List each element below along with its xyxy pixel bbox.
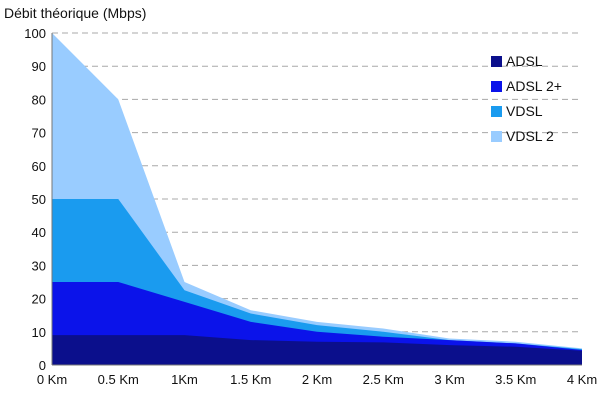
y-tick-label: 90 bbox=[32, 59, 46, 74]
x-tick-label: 3.5 Km bbox=[495, 372, 536, 387]
y-tick-label: 70 bbox=[32, 126, 46, 141]
legend-label-adsl-2: ADSL 2+ bbox=[506, 78, 562, 94]
area-adsl bbox=[52, 335, 582, 365]
legend: ADSL ADSL 2+ VDSL VDSL 2 bbox=[491, 53, 562, 144]
y-tick-label: 40 bbox=[32, 225, 46, 240]
y-axis-title: Débit théorique (Mbps) bbox=[4, 5, 146, 21]
legend-swatch-vdsl-2 bbox=[491, 131, 502, 142]
y-tick-label: 50 bbox=[32, 192, 46, 207]
y-tick-label: 60 bbox=[32, 159, 46, 174]
y-tick-label: 30 bbox=[32, 258, 46, 273]
area-vdsl-2 bbox=[52, 33, 582, 365]
x-tick-label: 2 Km bbox=[302, 372, 332, 387]
legend-swatch-vdsl bbox=[491, 106, 502, 117]
x-tick-label: 1Km bbox=[171, 372, 198, 387]
x-tick-label: 1.5 Km bbox=[230, 372, 271, 387]
y-tick-label: 10 bbox=[32, 325, 46, 340]
legend-swatch-adsl-2 bbox=[491, 81, 502, 92]
legend-label-vdsl-2: VDSL 2 bbox=[506, 128, 554, 144]
y-tick-label: 0 bbox=[39, 358, 46, 373]
x-tick-label: 0 Km bbox=[37, 372, 67, 387]
x-tick-label: 4 Km bbox=[567, 372, 597, 387]
y-tick-label: 80 bbox=[32, 92, 46, 107]
legend-label-vdsl: VDSL bbox=[506, 103, 543, 119]
x-tick-label: 3 Km bbox=[434, 372, 464, 387]
x-tick-label: 2.5 Km bbox=[363, 372, 404, 387]
plot-area bbox=[52, 33, 582, 365]
y-tick-label: 20 bbox=[32, 292, 46, 307]
y-tick-label: 100 bbox=[24, 26, 46, 41]
x-tick-label: 0.5 Km bbox=[98, 372, 139, 387]
legend-label-adsl: ADSL bbox=[506, 53, 543, 69]
legend-swatch-adsl bbox=[491, 56, 502, 67]
axes: 0 10 20 30 40 50 60 70 80 90 100 0 Km 0.5 Km 1Km 1.5 K… bbox=[24, 26, 597, 387]
